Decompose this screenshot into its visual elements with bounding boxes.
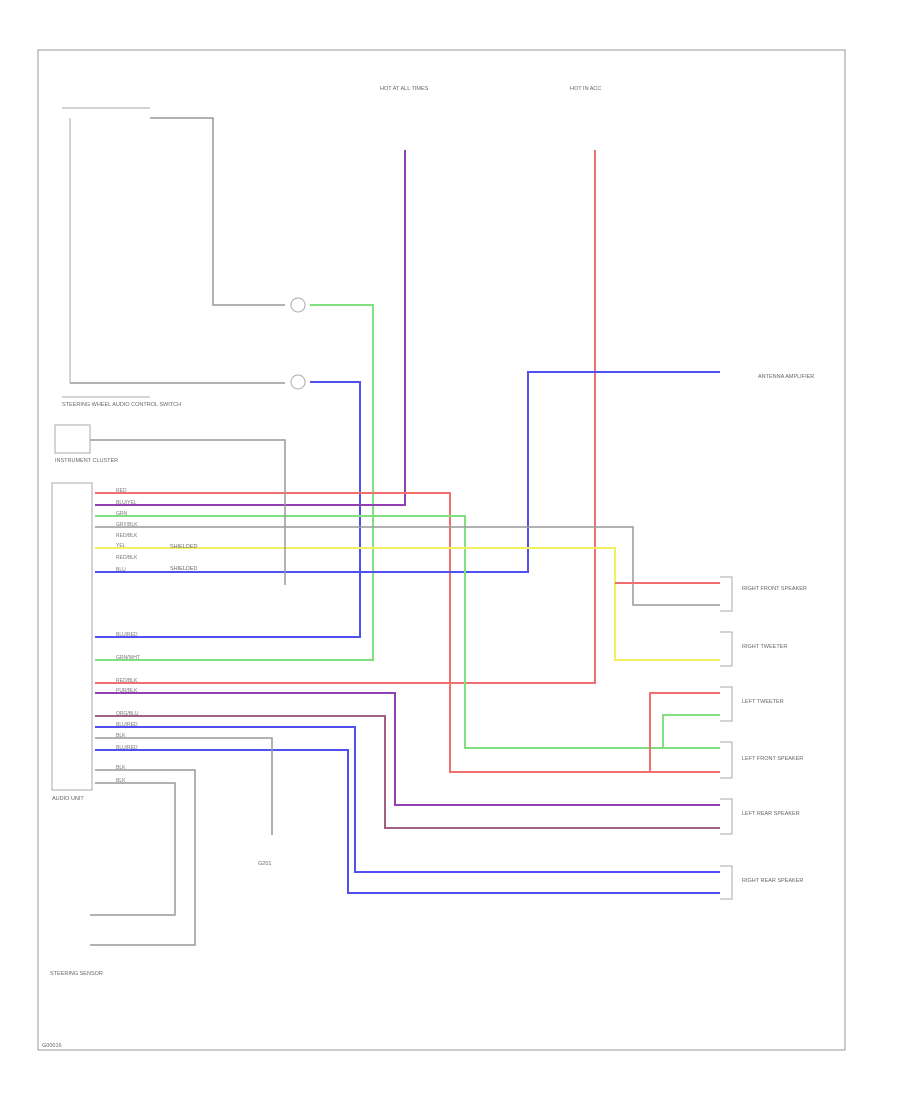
wire-label: ORG/BLU — [116, 711, 139, 717]
speaker-connector — [720, 576, 733, 612]
lr-speaker-label: LEFT REAR SPEAKER — [742, 811, 800, 817]
wire-gray — [90, 439, 286, 585]
wire-purple — [95, 150, 406, 506]
connector-icon — [290, 297, 306, 313]
instrument-cluster-box — [54, 424, 91, 454]
speaker-connector — [720, 798, 733, 835]
wire-purple — [95, 692, 720, 806]
wire-label: RED/BLK — [116, 678, 138, 684]
steering-switch — [62, 107, 150, 398]
wire-yellow — [95, 547, 720, 661]
antenna-label: ANTENNA AMPLIFIER — [758, 374, 814, 380]
wire-gray — [95, 526, 720, 606]
wire-label: RED — [116, 488, 127, 494]
wire-red — [95, 492, 720, 773]
fuse-left-label: HOT AT ALL TIMES — [380, 86, 429, 92]
shielded-label: SHIELDED — [170, 544, 198, 550]
wire-blue — [95, 749, 720, 894]
rr-speaker-label: RIGHT REAR SPEAKER — [742, 878, 803, 884]
wire-red — [649, 692, 720, 772]
r-tweeter-label: RIGHT TWEETER — [742, 644, 787, 650]
wire-label: BLU/YEL — [116, 500, 137, 506]
wire-green — [95, 304, 374, 661]
wire-brown — [95, 715, 720, 829]
wire-label: RED/BLK — [116, 555, 138, 561]
steering-switch-label: STEERING WHEEL AUDIO CONTROL SWITCH — [62, 402, 181, 408]
audio-unit-box — [51, 482, 93, 791]
speaker-connector — [720, 686, 733, 722]
wire-green — [662, 714, 720, 748]
wire-label: BLU/RED — [116, 632, 138, 638]
wire-blue — [95, 371, 720, 573]
wire-red — [95, 150, 596, 684]
wire-gray — [90, 782, 176, 916]
wire-label: YEL — [116, 543, 126, 549]
wire-label: GRN — [116, 511, 128, 517]
audio-unit-label: AUDIO UNIT — [52, 796, 84, 802]
speaker-connector — [720, 741, 733, 779]
wire-blue — [95, 726, 720, 873]
wire-blue — [95, 381, 361, 638]
wire-label: BLK — [116, 765, 126, 771]
shielded-label: SHIELDED — [170, 566, 198, 572]
speaker-connector — [720, 865, 733, 900]
fuse-right-label: HOT IN ACC — [570, 86, 601, 92]
wire-label: BLK — [116, 778, 126, 784]
wire-label: PUR/BLK — [116, 688, 138, 694]
speaker-connector — [720, 631, 733, 667]
instrument-cluster-label: INSTRUMENT CLUSTER — [55, 458, 118, 464]
wire-label: BLK — [116, 733, 126, 739]
ground-label: G201 — [258, 861, 271, 867]
wire-label: BLU/RED — [116, 745, 138, 751]
lf-speaker-label: LEFT FRONT SPEAKER — [742, 756, 803, 762]
wire-label: RED/BLK — [116, 533, 138, 539]
wire-label: BLU — [116, 567, 126, 573]
wire-gray — [90, 769, 196, 946]
steering-sensor-label: STEERING SENSOR — [50, 971, 103, 977]
wire-label: GRY/BLK — [116, 522, 138, 528]
rf-speaker-label: RIGHT FRONT SPEAKER — [742, 586, 807, 592]
wire-green — [95, 515, 720, 749]
footer-code: G00016 — [42, 1043, 62, 1049]
l-tweeter-label: LEFT TWEETER — [742, 699, 784, 705]
diagram-border — [37, 49, 846, 1051]
wire-label: BLU/RED — [116, 722, 138, 728]
wire-gray — [150, 117, 285, 306]
wire-gray — [95, 737, 273, 835]
wire-label: GRN/WHT — [116, 655, 140, 661]
connector-icon — [290, 374, 306, 390]
